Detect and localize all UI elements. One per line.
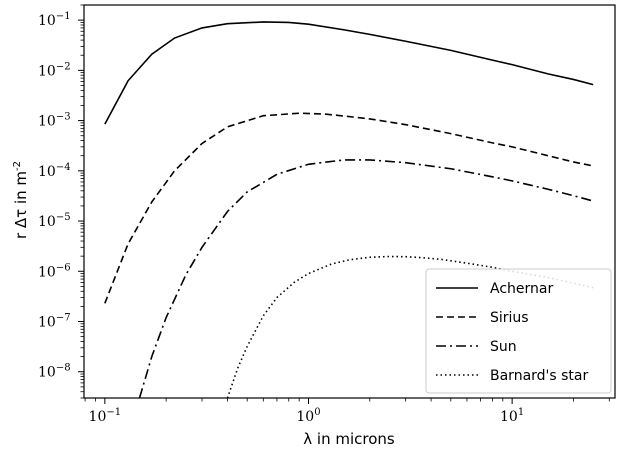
x-axis-label: λ in microns: [303, 430, 395, 448]
y-tick-label: 10−2: [38, 61, 71, 79]
x-axis: 10−1 100 101: [84, 398, 610, 425]
legend-entries: Achernar Sirius Sun Barnard's star: [436, 281, 588, 384]
y-tick-label: 10−6: [38, 262, 71, 280]
y-tick-label: 10−4: [38, 162, 71, 180]
series-sirius: [104, 112, 594, 304]
legend-label-achernar: Achernar: [490, 281, 553, 297]
legend-label-barnard-s-star: Barnard's star: [490, 368, 588, 384]
x-tick-label: 10−1: [89, 407, 122, 425]
series-sun: [138, 159, 594, 398]
y-tick-label: 10−5: [38, 212, 71, 230]
plot-area-frame: [83, 4, 616, 399]
legend-box: [425, 268, 612, 394]
y-tick-label: 10−7: [38, 313, 71, 331]
series-achernar: [104, 21, 594, 125]
legend-label-sun: Sun: [490, 339, 517, 355]
x-tick-label: 101: [500, 407, 524, 425]
y-tick-label: 10−1: [38, 11, 71, 29]
y-axis: 10−1 10−2 10−3 10−4 10−5 10−6 10−7 10−8: [38, 4, 84, 399]
y-tick-label: 10−3: [38, 112, 71, 130]
y-axis-label: r Δτ in m-2: [12, 161, 30, 239]
x-tick-label: 100: [296, 407, 320, 425]
legend-label-sirius: Sirius: [490, 310, 529, 326]
y-tick-label: 10−8: [38, 363, 71, 381]
legend: Achernar Sirius Sun Barnard's star: [425, 268, 612, 394]
y-axis-label-main: r Δτ in m: [12, 171, 30, 239]
y-axis-label-exponent: -2: [12, 161, 23, 171]
